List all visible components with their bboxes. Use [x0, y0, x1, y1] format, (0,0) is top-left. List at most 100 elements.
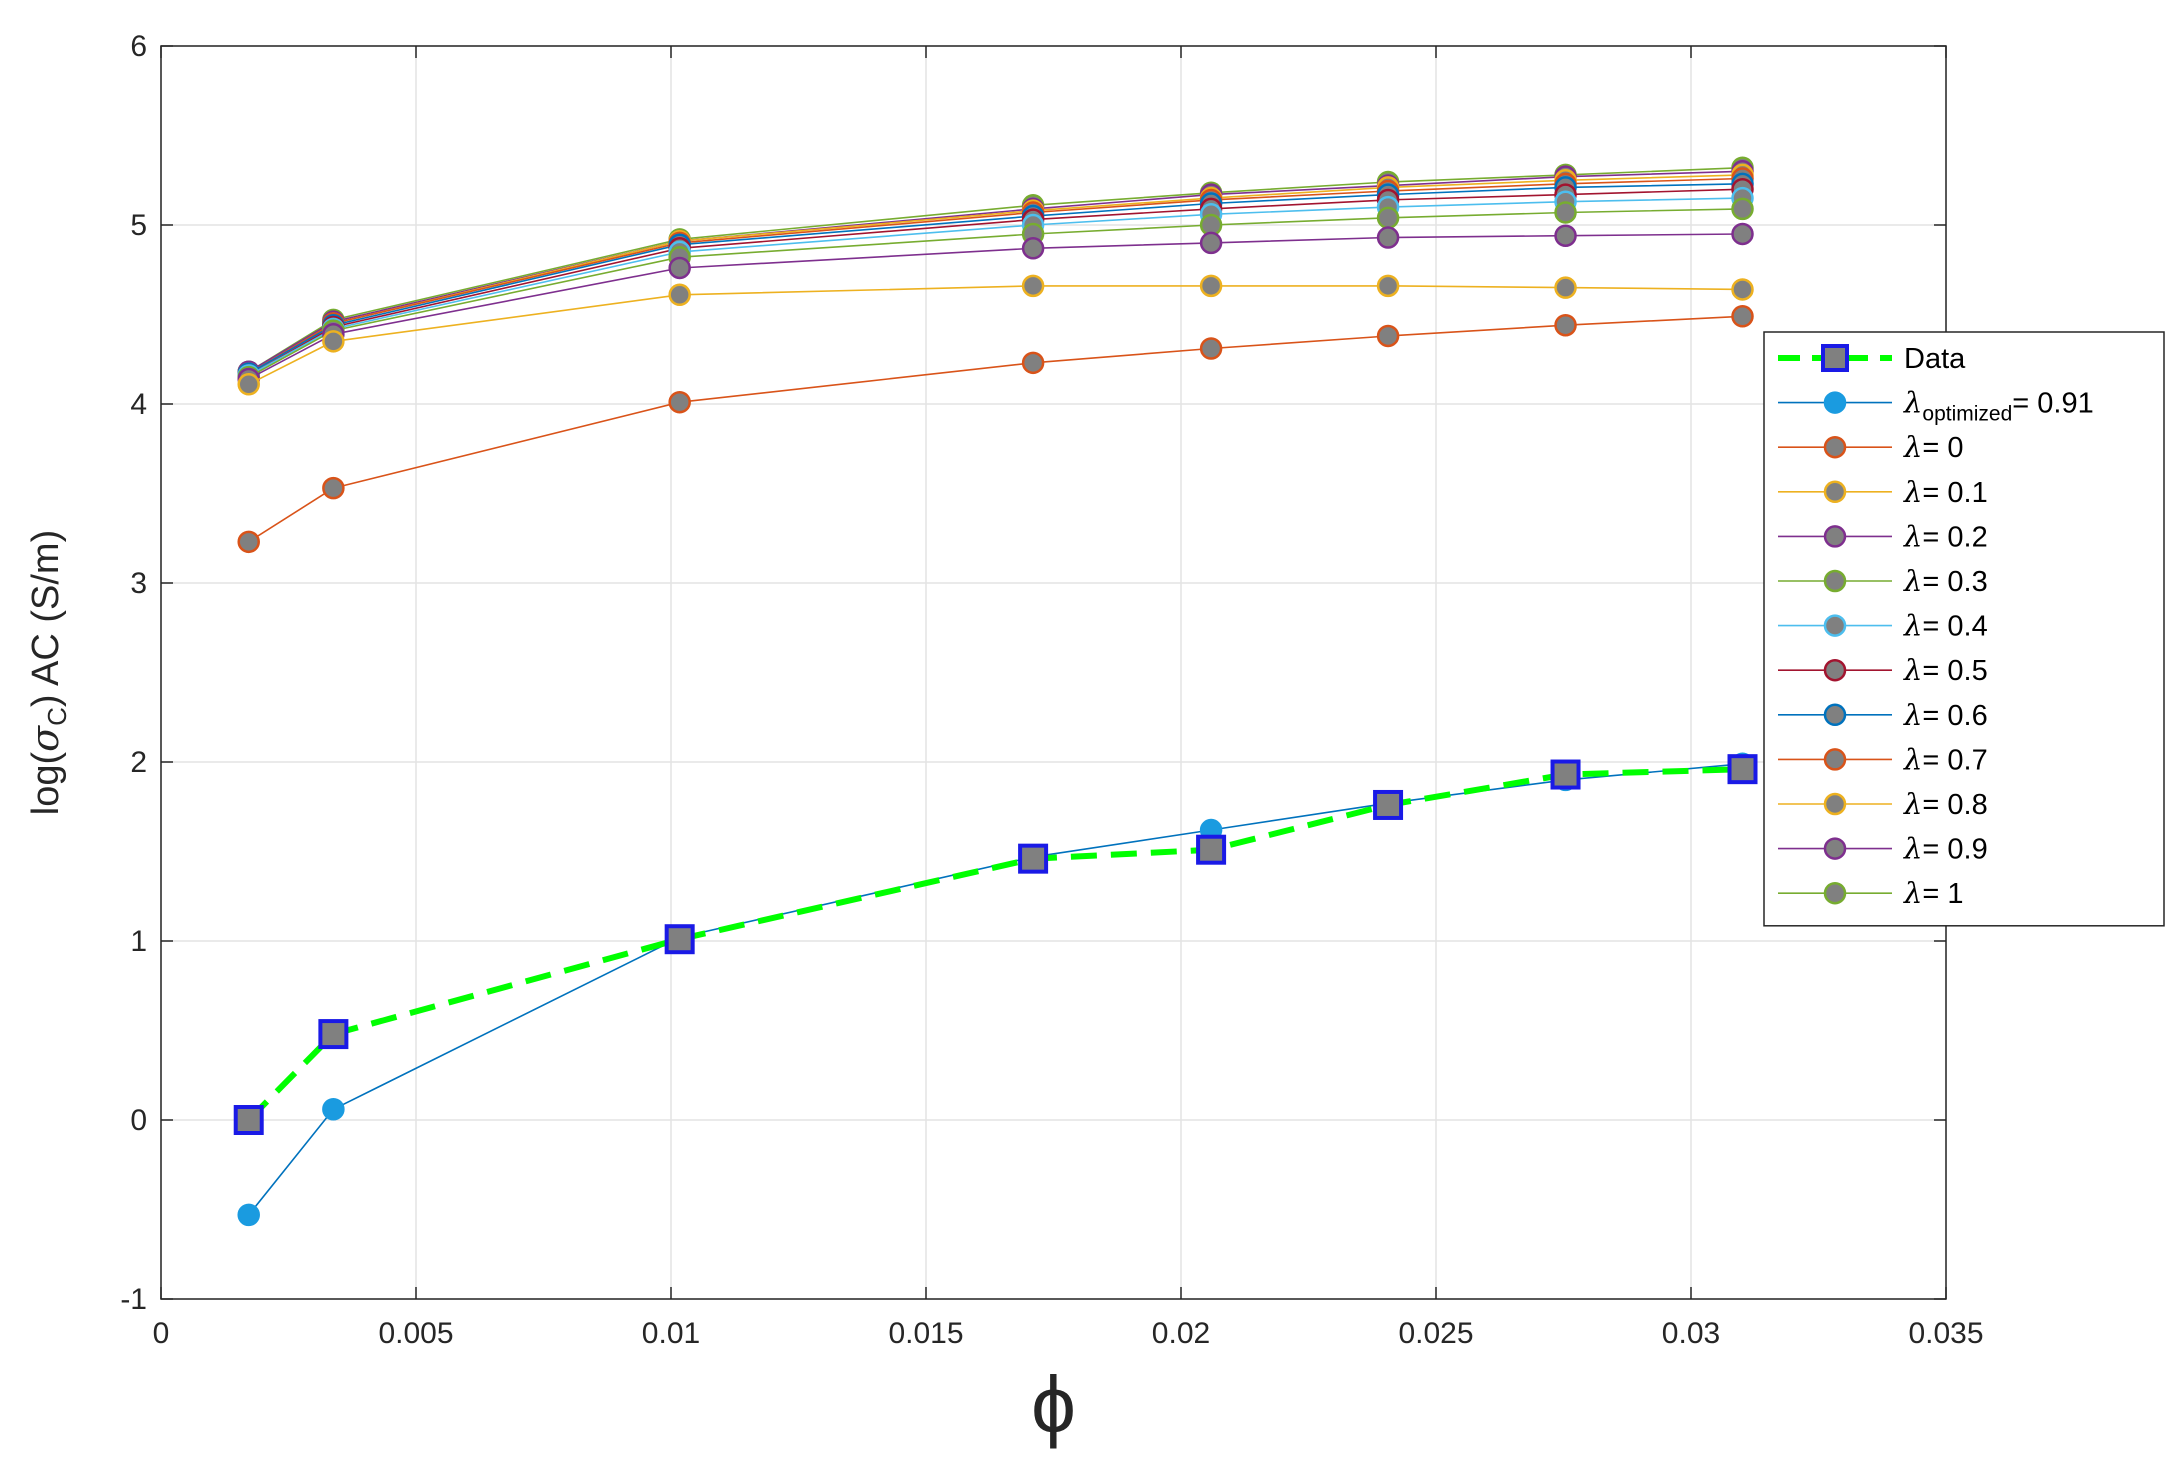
legend-lambda: λ — [1903, 386, 1922, 420]
series-2 — [237, 305, 1754, 554]
series-0 — [233, 754, 1758, 1135]
y-tick-label: 3 — [130, 567, 147, 600]
data-point — [1550, 759, 1581, 790]
series-line — [248, 188, 1743, 377]
legend-value: = 0.3 — [1922, 566, 1987, 598]
legend-marker — [1821, 344, 1849, 372]
series-4 — [237, 222, 1754, 391]
y-tick-label: 6 — [130, 30, 147, 63]
y-label-pre: log( — [25, 752, 67, 816]
data-point — [1727, 754, 1758, 785]
x-tick-label: 0.01 — [642, 1317, 700, 1350]
legend-value: = 0.4 — [1922, 611, 1987, 643]
data-point — [668, 283, 691, 307]
legend-marker — [1823, 480, 1847, 504]
legend-label: λ= 0.1 — [1903, 475, 1988, 509]
legend-value: = 0.1 — [1922, 477, 1987, 509]
data-point — [1376, 324, 1400, 348]
legend-entry: λ= 0.4 — [1778, 609, 1988, 643]
series-line — [248, 315, 1743, 543]
legend-lambda: λ — [1903, 519, 1922, 553]
legend-value: = 0.6 — [1922, 700, 1987, 732]
data-point — [322, 1098, 345, 1121]
legend-value: = 0.91 — [2012, 388, 2093, 420]
data-point — [1554, 276, 1577, 299]
legend-label: λ= 0.3 — [1903, 564, 1988, 598]
data-point — [668, 390, 691, 414]
legend-label: λ= 0.4 — [1903, 609, 1988, 643]
legend-marker — [1823, 792, 1847, 816]
legend-lambda: λ — [1903, 609, 1922, 643]
legend-label: λ= 0.8 — [1903, 787, 1988, 821]
legend-lambda: λ — [1903, 742, 1922, 776]
x-axis-ticks: 0 0.005 0.01 0.015 0.02 0.025 0.03 0.035 — [153, 46, 1984, 1350]
legend-entry: λ= 0.1 — [1778, 475, 1988, 509]
legend-value: = 1 — [1922, 878, 1963, 910]
legend-lambda: λ — [1903, 787, 1922, 821]
legend-subscript: optimized — [1922, 403, 2012, 426]
data-point — [1554, 201, 1577, 224]
legend-label: λ= 0.5 — [1903, 653, 1988, 687]
data-point — [233, 1105, 264, 1135]
legend-lambda: λ — [1903, 698, 1922, 732]
series-line — [246, 766, 1743, 1123]
legend-lambda: λ — [1903, 832, 1922, 866]
data-point — [664, 924, 695, 955]
legend-entry: λ= 0.6 — [1778, 698, 1988, 732]
x-tick-label: 0.035 — [1908, 1317, 1983, 1350]
legend-value: = 0.5 — [1922, 655, 1987, 687]
x-tick-label: 0.02 — [1152, 1317, 1210, 1350]
data-point — [1021, 351, 1045, 375]
data-point — [1376, 274, 1400, 298]
data-point — [1731, 305, 1754, 328]
y-tick-label: 1 — [130, 925, 147, 958]
series-group — [233, 156, 1758, 1227]
series-3 — [237, 274, 1754, 396]
series-9 — [237, 167, 1754, 385]
legend-marker — [1823, 569, 1847, 593]
legend-value: = 0 — [1922, 432, 1963, 464]
y-tick-label: 0 — [130, 1104, 147, 1137]
series-line — [248, 166, 1743, 373]
y-tick-label: -1 — [120, 1283, 147, 1316]
legend-lambda: λ — [1903, 475, 1922, 509]
legend-label: Data — [1904, 343, 1966, 375]
legend-entry: Data — [1778, 343, 1966, 375]
series-1 — [237, 752, 1754, 1227]
data-point — [1731, 278, 1754, 301]
data-point — [1376, 206, 1400, 230]
legend-value: = 0.9 — [1922, 834, 1987, 866]
y-label-sigma: σ — [23, 725, 67, 752]
legend-entry: λoptimized= 0.91 — [1778, 386, 2094, 426]
legend-marker — [1823, 614, 1847, 637]
data-point — [1021, 237, 1045, 260]
legend-label: λoptimized= 0.91 — [1903, 386, 2094, 426]
y-label-sub: C — [42, 707, 72, 726]
x-tick-label: 0.015 — [888, 1317, 963, 1350]
series-line — [248, 763, 1743, 1216]
legend-lambda: λ — [1903, 564, 1922, 598]
legend-value: = 0.8 — [1922, 789, 1987, 821]
data-point — [237, 1203, 260, 1227]
legend-marker — [1823, 881, 1847, 905]
legend-entry: λ= 0.7 — [1778, 742, 1988, 776]
series-line — [248, 285, 1743, 386]
legend-label: λ= 0 — [1903, 430, 1964, 464]
legend-marker — [1823, 435, 1847, 459]
legend-value: = 0.7 — [1922, 744, 1987, 776]
y-axis-ticks: -1 0 1 2 3 4 5 6 — [120, 30, 1946, 1316]
series-12 — [237, 156, 1754, 384]
legend-label: λ= 0.9 — [1903, 832, 1988, 866]
legend-label: λ= 0.2 — [1903, 519, 1988, 553]
data-point — [1199, 274, 1223, 298]
y-label-post: ) AC (S/m) — [25, 530, 67, 707]
legend-entry: λ= 1 — [1778, 876, 1964, 910]
legend-value: = 0.2 — [1922, 521, 1987, 553]
legend-marker — [1823, 391, 1847, 414]
data-point — [322, 330, 345, 353]
legend-marker — [1823, 837, 1847, 860]
legend-entry: λ= 0.8 — [1778, 787, 1988, 821]
data-point — [668, 256, 691, 280]
